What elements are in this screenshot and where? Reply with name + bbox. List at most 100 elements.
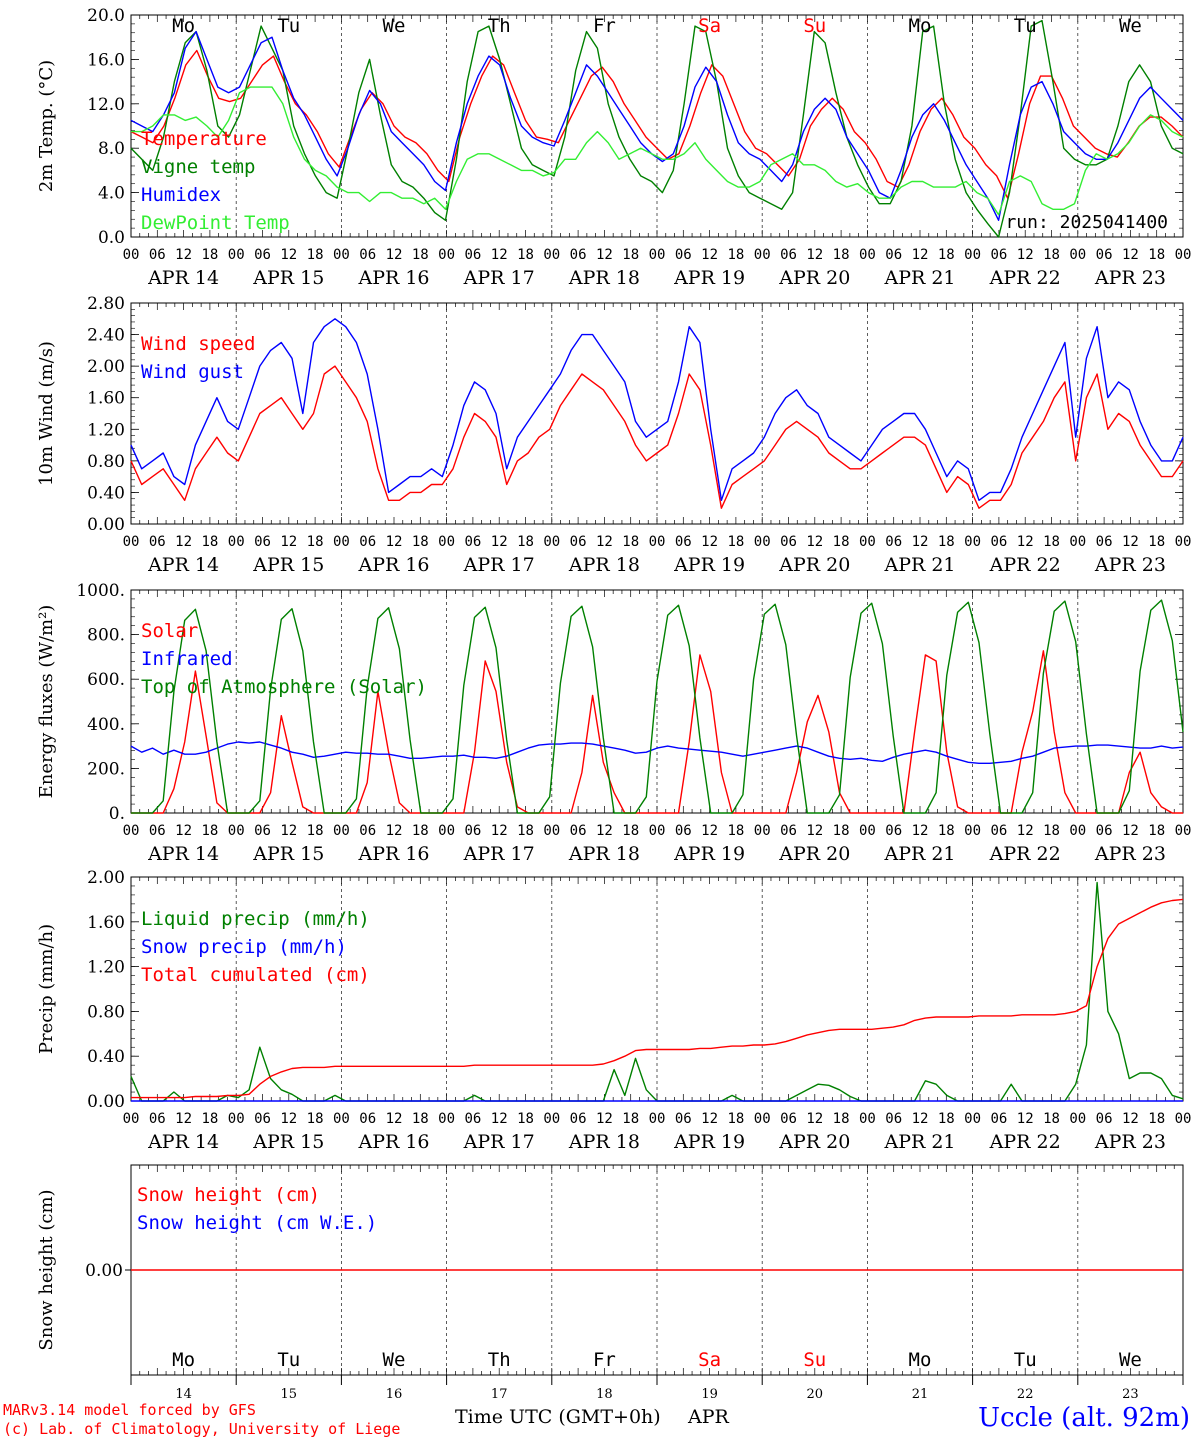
hour-label: 00 (859, 823, 876, 839)
hour-label: 06 (780, 247, 797, 263)
hour-label: 06 (1096, 1111, 1113, 1127)
series-line-humidex (130, 30, 1184, 222)
day-number-label: 21 (912, 1387, 929, 1402)
hour-label: 00 (859, 534, 876, 550)
y-tick-label: 200. (87, 759, 125, 779)
day-number-label: 18 (596, 1387, 613, 1402)
y-tick-label: 0.40 (87, 483, 125, 503)
hour-label: 00 (228, 823, 245, 839)
hour-label: 18 (1043, 247, 1060, 263)
hour-label: 18 (833, 247, 850, 263)
date-label: APR 14 (147, 554, 219, 576)
legend-entry: Liquid precip (mm/h) (141, 908, 370, 930)
series-line-wind-gust (130, 318, 1184, 501)
hour-label: 18 (938, 247, 955, 263)
weekday-label: Mo (909, 1349, 932, 1371)
hour-label: 12 (1017, 247, 1034, 263)
y-tick-label: 2.00 (87, 868, 125, 888)
hour-label: 18 (833, 1111, 850, 1127)
y-tick-label: 20.0 (87, 6, 125, 26)
date-label: APR 19 (673, 1131, 745, 1153)
hour-label: 00 (1069, 534, 1086, 550)
y-axis-title: 2m Temp. (°C) (36, 60, 57, 192)
hour-label: 18 (622, 1111, 639, 1127)
weekday-label: We (1119, 1349, 1142, 1371)
y-tick-label: 0.80 (87, 452, 125, 472)
hour-label: 06 (885, 823, 902, 839)
lab-credit: (c) Lab. of Climatology, University of L… (3, 1420, 400, 1438)
hour-label: 18 (201, 247, 218, 263)
y-tick-label: 0.00 (87, 515, 125, 535)
hour-label: 12 (701, 1111, 718, 1127)
weekday-label: Tu (1014, 1349, 1037, 1371)
x-axis-title: Time UTC (GMT+0h) (455, 1406, 661, 1428)
hour-label: 00 (649, 1111, 666, 1127)
date-label: APR 21 (883, 843, 955, 865)
legend-entry: Humidex (141, 184, 221, 206)
weekday-label: We (1119, 15, 1142, 37)
date-label: APR 15 (252, 267, 324, 289)
hour-label: 00 (438, 247, 455, 263)
hour-label: 12 (806, 823, 823, 839)
y-tick-label: 2.40 (87, 326, 125, 346)
hour-label: 18 (201, 823, 218, 839)
hour-label: 06 (570, 823, 587, 839)
run-label: run: 2025041400 (1005, 212, 1168, 233)
hour-label: 00 (543, 823, 560, 839)
y-tick-label: 2.00 (87, 357, 125, 377)
legend-entry: Infrared (141, 648, 233, 670)
hour-label: 18 (307, 1111, 324, 1127)
day-number-label: 20 (807, 1387, 824, 1402)
date-label: APR 21 (883, 554, 955, 576)
series-line-infrared (130, 741, 1184, 764)
hour-label: 12 (596, 823, 613, 839)
footer: MARv3.14 model forced by GFS(c) Lab. of … (3, 1401, 1190, 1438)
hour-label: 12 (806, 534, 823, 550)
hour-label: 06 (570, 1111, 587, 1127)
hour-label: 18 (517, 823, 534, 839)
series-line-vigne-temp (130, 19, 1184, 238)
hour-label: 00 (438, 1111, 455, 1127)
hour-label: 12 (175, 534, 192, 550)
y-tick-label: 400. (87, 715, 125, 735)
hour-label: 12 (1122, 247, 1139, 263)
y-axis-title: Precip (mm/h) (36, 924, 57, 1054)
hour-label: 00 (333, 1111, 350, 1127)
hour-label: 06 (359, 247, 376, 263)
hour-label: 18 (938, 534, 955, 550)
weekday-label: Th (488, 15, 511, 37)
hour-label: 06 (464, 1111, 481, 1127)
hour-label: 06 (254, 247, 271, 263)
series-line-top-of-atmosphere-solar- (131, 599, 1184, 814)
day-number-label: 14 (175, 1387, 192, 1402)
panel-4: 0.00 0.40 0.80 1.20 1.60 2.00 Precip (mm/h) Liq… (36, 868, 1191, 1153)
y-tick-label: 1.20 (87, 958, 125, 978)
hour-label: 00 (1175, 823, 1192, 839)
date-label: APR 19 (673, 267, 745, 289)
hour-label: 18 (201, 1111, 218, 1127)
date-label: APR 17 (463, 843, 535, 865)
date-label: APR 18 (568, 843, 640, 865)
hour-label: 12 (1017, 1111, 1034, 1127)
hour-label: 12 (806, 247, 823, 263)
hour-label: 06 (780, 1111, 797, 1127)
hour-label: 00 (859, 247, 876, 263)
weekday-label: Mo (909, 15, 932, 37)
legend-entry: Wind gust (141, 361, 244, 383)
date-label: APR 23 (1094, 267, 1166, 289)
weekday-label: Tu (277, 1349, 300, 1371)
date-label: APR 22 (989, 554, 1061, 576)
hour-label: 18 (1148, 823, 1165, 839)
hour-label: 06 (1096, 247, 1113, 263)
y-axis-title: Energy fluxes (W/m²) (36, 605, 57, 799)
hour-label: 18 (412, 823, 429, 839)
hour-label: 12 (806, 1111, 823, 1127)
panel-5: 0.00 Snow height (cm) Snow height (cm) Snow… (36, 1164, 1184, 1402)
date-label: APR 16 (357, 1131, 429, 1153)
hour-label: 12 (1122, 823, 1139, 839)
y-axis-title: Snow height (cm) (36, 1189, 57, 1350)
hour-label: 12 (1122, 534, 1139, 550)
hour-label: 00 (754, 534, 771, 550)
hour-label: 12 (175, 247, 192, 263)
hour-label: 12 (386, 534, 403, 550)
